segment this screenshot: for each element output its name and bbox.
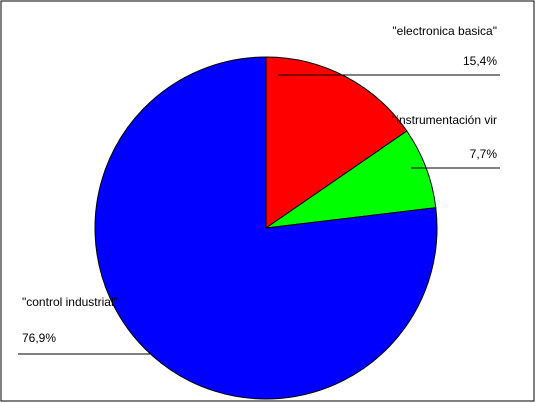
slice-percent-instrumentacion-virtual: 7,7% <box>470 147 498 161</box>
slice-percent-control-industrial: 76,9% <box>22 331 56 345</box>
pie-slice-electronica-basica <box>265 56 408 229</box>
slice-label-electronica-basica: "electronica basica" <box>392 24 497 38</box>
slice-percent-electronica-basica: 15,4% <box>463 54 497 68</box>
pie-slices <box>94 56 438 400</box>
leader-lines <box>18 74 500 355</box>
slice-labels: "electronica basica" 15,4% "instrumentació… <box>22 24 497 345</box>
slice-label-control-industrial: "control industrial" <box>22 295 118 309</box>
slice-label-instrumentacion-virtual: "instrumentación vir <box>392 113 497 127</box>
pie-slice-control-industrial <box>94 56 438 400</box>
